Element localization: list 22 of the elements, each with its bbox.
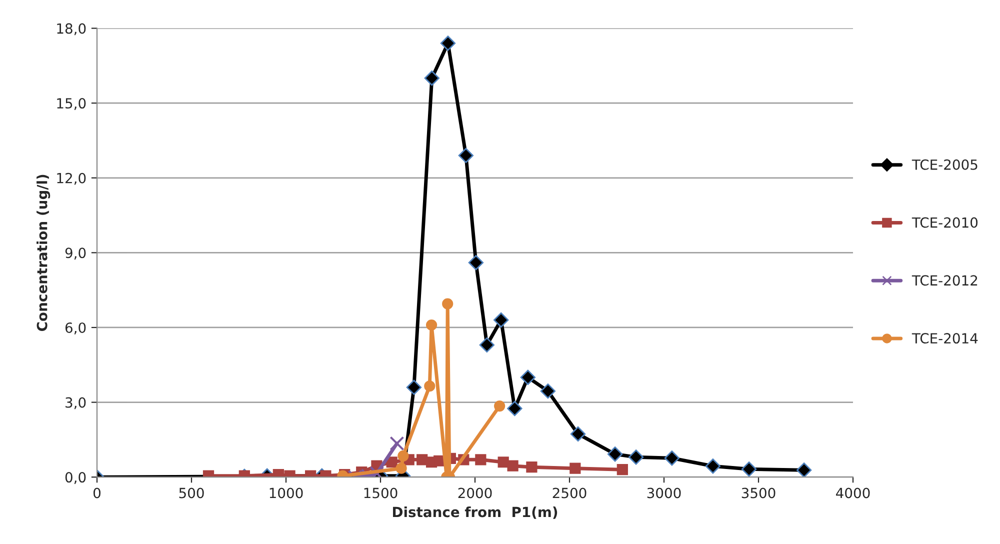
legend-label: TCE-2010	[912, 217, 978, 228]
x-tick-label: 2500	[552, 488, 586, 498]
y-tick-label: 12,0	[57, 172, 86, 185]
x-tick-label: 2000	[458, 488, 492, 498]
legend-label: TCE-2005	[912, 159, 978, 170]
y-tick-label: 18,0	[57, 23, 86, 36]
x-tick-label: 500	[179, 488, 204, 498]
y-tick-label: 15,0	[57, 98, 86, 110]
x-tick-label: 3000	[647, 488, 681, 498]
x-axis-title: Distance from P1(m)	[393, 506, 558, 519]
x-tick-label: 1500	[364, 488, 398, 498]
y-tick-label: 3,0	[66, 397, 86, 410]
y-tick-label: 0,0	[65, 472, 86, 484]
y-axis-title: Concentration (ug/l)	[36, 174, 50, 332]
y-tick-label: 6,0	[65, 322, 86, 334]
x-tick-label: 3500	[742, 488, 776, 498]
x-tick-label: 4000	[836, 488, 870, 498]
x-tick-label: 0	[93, 488, 100, 498]
y-tick-label: 9,0	[65, 248, 86, 260]
legend-label: TCE-2014	[912, 333, 978, 344]
legend-label: TCE-2012	[912, 275, 978, 286]
x-tick-label: 1000	[270, 488, 303, 498]
